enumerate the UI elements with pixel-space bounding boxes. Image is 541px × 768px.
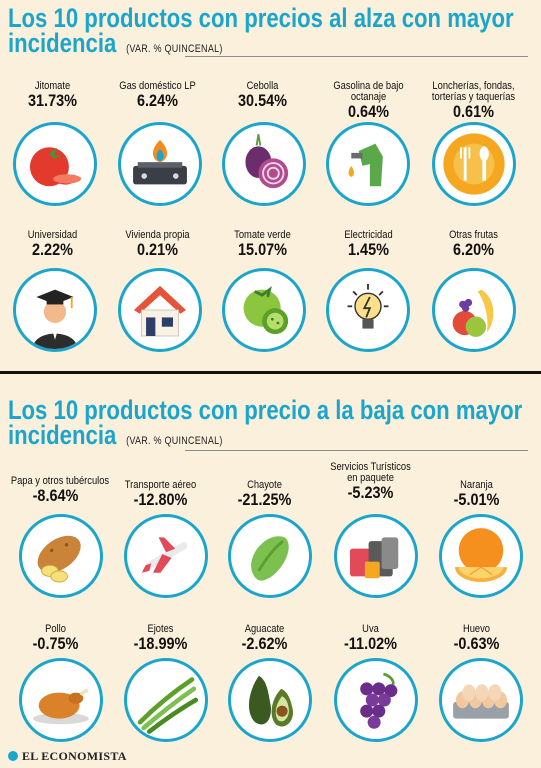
item-naranja: Naranja -5.01%: [424, 479, 529, 509]
item-label: Gasolina de bajo: [333, 80, 404, 92]
section-up-title-line2: incidencia: [8, 28, 117, 58]
section-up-rule: [185, 56, 528, 57]
item-aguacate: Aguacate -2.62%: [212, 623, 317, 653]
item-value: -21.25%: [237, 490, 292, 509]
item-label: Ejotes: [147, 623, 174, 635]
item-gas-domestico: Gas doméstico LP 6.24%: [105, 80, 210, 110]
brand-logo: EL ECONOMISTA: [8, 749, 127, 764]
item-papa: Papa y otros tubérculos -8.64%: [3, 475, 110, 505]
item-label: Aguacate: [244, 623, 285, 635]
potato-icon: [19, 514, 103, 598]
item-value: 30.54%: [237, 91, 288, 110]
item-value: 6.20%: [453, 240, 494, 259]
item-value: -0.75%: [32, 634, 79, 653]
item-label: Transporte aéreo: [124, 479, 197, 491]
item-huevo: Huevo -0.63%: [424, 623, 529, 653]
item-label: Universidad: [27, 229, 78, 241]
item-gasolina: Gasolina de bajo octanaje 0.64%: [316, 80, 421, 121]
section-up-title-line1: Los 10 productos con precios al alza con…: [8, 3, 514, 33]
chayote-icon: [228, 514, 312, 598]
item-electricidad: Electricidad 1.45%: [316, 229, 421, 259]
avocado-icon: [228, 658, 312, 742]
item-value: 0.21%: [137, 240, 178, 259]
item-transporte-aereo: Transporte aéreo -12.80%: [108, 479, 213, 509]
egg-carton-icon: [439, 658, 523, 742]
item-chayote: Chayote -21.25%: [212, 479, 317, 509]
gas-stove-icon: [118, 122, 202, 206]
item-label-2: torterías y taquerías: [431, 91, 516, 103]
brand-mark-icon: [8, 751, 18, 761]
section-down-rule: [185, 450, 528, 451]
green-beans-icon: [124, 658, 208, 742]
item-label: Servicios Turísticos: [330, 461, 411, 473]
restaurant-plate-icon: [432, 122, 516, 206]
item-label: Huevo: [462, 623, 491, 635]
item-value: -5.01%: [453, 490, 500, 509]
section-down-title: Los 10 productos con precio a la baja co…: [8, 395, 523, 454]
section-up-subtitle: (VAR. % QUINCENAL): [126, 43, 223, 55]
section-up-title: Los 10 productos con precios al alza con…: [8, 3, 514, 62]
item-label: Electricidad: [344, 229, 393, 241]
item-label: Tomate verde: [234, 229, 291, 241]
item-label-2: octanaje: [350, 91, 387, 103]
item-label: Naranja: [460, 479, 493, 491]
item-value: -2.62%: [241, 634, 288, 653]
item-value: -0.63%: [453, 634, 500, 653]
item-value: -8.64%: [32, 486, 79, 505]
item-value: 0.64%: [348, 102, 389, 121]
item-value: 6.24%: [137, 91, 178, 110]
item-otras-frutas: Otras frutas 6.20%: [421, 229, 526, 259]
item-value: -5.23%: [347, 483, 394, 502]
item-value: 2.22%: [32, 240, 73, 259]
item-vivienda: Vivienda propia 0.21%: [105, 229, 210, 259]
orange-icon: [439, 514, 523, 598]
item-label: Gas doméstico LP: [119, 80, 196, 92]
item-value: 0.61%: [453, 102, 494, 121]
item-label: Pollo: [45, 623, 66, 635]
item-value: -18.99%: [133, 634, 188, 653]
item-value: 1.45%: [348, 240, 389, 259]
brand-name: EL ECONOMISTA: [22, 749, 127, 763]
fuel-nozzle-icon: [326, 122, 410, 206]
fruits-icon: [432, 268, 516, 352]
item-label: Chayote: [247, 479, 282, 491]
green-tomato-icon: [222, 268, 306, 352]
item-label: Loncherías, fondas,: [432, 80, 515, 92]
item-value: 15.07%: [237, 240, 288, 259]
item-label: Vivienda propia: [125, 229, 190, 241]
item-tomate-verde: Tomate verde 15.07%: [210, 229, 315, 259]
item-label: Papa y otros tubérculos: [10, 475, 110, 487]
section-separator: [0, 371, 541, 374]
onion-icon: [222, 122, 306, 206]
item-label: Jitomate: [34, 80, 71, 92]
section-down-title-line2: incidencia: [8, 420, 117, 450]
item-jitomate: Jitomate 31.73%: [0, 80, 105, 110]
item-servicios-turisticos: Servicios Turísticos en paquete -5.23%: [318, 461, 423, 502]
item-value: 31.73%: [27, 91, 78, 110]
item-pollo: Pollo -0.75%: [3, 623, 108, 653]
house-icon: [118, 268, 202, 352]
roast-chicken-icon: [19, 658, 103, 742]
item-cebolla: Cebolla 30.54%: [210, 80, 315, 110]
item-value: -12.80%: [133, 490, 188, 509]
item-loncherias: Loncherías, fondas, torterías y taquería…: [421, 80, 526, 121]
section-down-subtitle: (VAR. % QUINCENAL): [126, 435, 223, 447]
item-label: Uva: [362, 623, 379, 635]
section-down-title-line1: Los 10 productos con precio a la baja co…: [8, 395, 523, 425]
item-universidad: Universidad 2.22%: [0, 229, 105, 259]
luggage-icon: [334, 514, 418, 598]
item-uva: Uva -11.02%: [318, 623, 423, 653]
grapes-icon: [334, 658, 418, 742]
lightbulb-icon: [326, 268, 410, 352]
item-ejotes: Ejotes -18.99%: [108, 623, 213, 653]
item-label-2: en paquete: [347, 472, 394, 484]
item-value: -11.02%: [343, 634, 398, 653]
airplane-icon: [124, 514, 208, 598]
graduate-icon: [13, 268, 97, 352]
item-label: Cebolla: [246, 80, 279, 92]
tomato-icon: [13, 122, 97, 206]
item-label: Otras frutas: [449, 229, 498, 241]
